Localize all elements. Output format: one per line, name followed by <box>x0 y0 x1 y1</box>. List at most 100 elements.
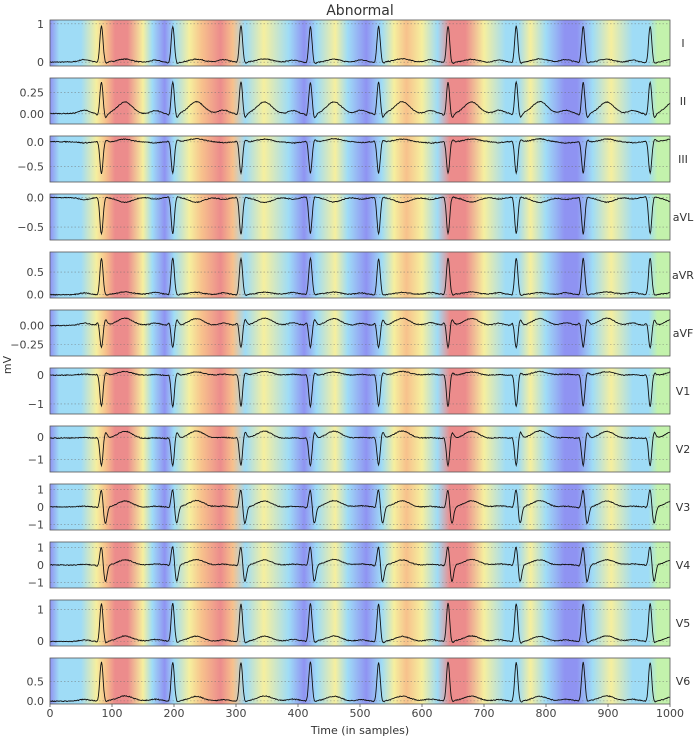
lead-label-v3: V3 <box>676 501 691 514</box>
lead-label-v2: V2 <box>676 443 691 456</box>
y-tick-label: 0 <box>37 501 44 514</box>
panel-frame <box>49 367 671 415</box>
x-axis-title: Time (in samples) <box>310 724 409 737</box>
y-tick-label: −0.5 <box>17 160 44 173</box>
ecg-trace-ii <box>49 80 671 119</box>
panel-frame <box>49 135 671 183</box>
x-tick-label: 500 <box>350 707 371 720</box>
x-tick-label: 0 <box>47 707 54 720</box>
y-tick-label: 0.0 <box>27 192 45 205</box>
y-tick-label: 0.0 <box>27 695 45 708</box>
attribution-heatmap <box>50 20 670 66</box>
lead-label-ii: II <box>680 95 687 108</box>
lead-panel-v5: 0 1 V5 <box>37 599 691 648</box>
x-tick-label: 300 <box>226 707 247 720</box>
y-tick-label: 0.5 <box>27 675 45 688</box>
y-tick-label: 0 <box>37 431 44 444</box>
lead-label-avf: aVF <box>673 327 694 340</box>
y-tick-label: 0 <box>37 635 44 648</box>
attribution-heatmap <box>50 310 670 356</box>
attribution-heatmap <box>50 252 670 298</box>
attribution-heatmap <box>50 78 670 124</box>
panel-frame <box>49 599 671 647</box>
attribution-heatmap <box>50 658 670 704</box>
ecg-trace-v1 <box>50 370 671 409</box>
ecg-trace-v6 <box>49 661 671 703</box>
lead-label-i: I <box>681 37 684 50</box>
y-tick-label: −1 <box>28 577 44 590</box>
lead-panel-iii: −0.5 0.0 III <box>17 135 688 183</box>
x-tick-label: 200 <box>164 707 185 720</box>
y-tick-label: −0.5 <box>17 221 44 234</box>
y-tick-label: 0 <box>37 559 44 572</box>
ecg-trace-v2 <box>49 430 671 468</box>
x-tick-label: 800 <box>536 707 557 720</box>
lead-label-v5: V5 <box>676 617 691 630</box>
y-tick-label: 1 <box>37 604 44 617</box>
ecg-trace-v4 <box>49 545 671 583</box>
y-tick-label: 0.5 <box>27 266 45 279</box>
x-tick-label: 700 <box>474 707 495 720</box>
lead-label-v1: V1 <box>676 385 691 398</box>
lead-panel-ii: 0.00 0.25 II <box>20 77 687 125</box>
lead-panel-avr: 0.0 0.5 aVR <box>27 251 694 301</box>
lead-label-v6: V6 <box>676 675 691 688</box>
panel-frame <box>49 309 671 357</box>
panel-frame <box>49 193 671 241</box>
y-tick-label: 1 <box>37 483 44 496</box>
lead-label-avl: aVL <box>673 211 694 224</box>
lead-panel-v2: −1 0 V2 <box>28 425 691 473</box>
lead-panel-v1: −1 0 V1 <box>28 367 691 415</box>
x-tick-label: 600 <box>412 707 433 720</box>
panel-frame <box>49 77 671 125</box>
ecg-trace-iii <box>49 137 671 176</box>
chart-title: Abnormal <box>326 3 394 19</box>
attribution-heatmap <box>50 484 670 530</box>
attribution-heatmap <box>50 368 670 414</box>
ecg-trace-avr <box>49 256 671 297</box>
y-axis-title: mV <box>1 355 14 374</box>
attribution-heatmap <box>50 600 670 646</box>
y-tick-label: −1 <box>28 454 44 467</box>
lead-panel-avf: −0.25 0.00 aVF <box>10 309 694 357</box>
x-tick-label: 900 <box>598 707 619 720</box>
panel-frame <box>49 251 671 299</box>
x-axis: 0 100 200 300 400 500 600 700 800 900 1000 <box>47 704 684 720</box>
lead-panel-v4: −1 0 1 V4 <box>28 541 690 589</box>
lead-panel-v3: −1 0 1 V3 <box>28 483 690 531</box>
panel-frame <box>49 483 671 531</box>
ecg-trace-avl <box>49 195 671 236</box>
attribution-heatmap <box>50 136 670 182</box>
x-tick-label: 100 <box>102 707 123 720</box>
y-tick-label: 0.0 <box>27 288 45 301</box>
panel-frame <box>49 541 671 589</box>
y-tick-label: 0.00 <box>20 108 45 121</box>
x-tick-label: 400 <box>288 707 309 720</box>
ecg-trace-i <box>49 25 671 65</box>
ecg-trace-v3 <box>49 489 671 525</box>
y-tick-label: 0.25 <box>20 86 45 99</box>
attribution-heatmap <box>50 194 670 240</box>
ecg-trace-avf <box>49 317 671 350</box>
lead-label-iii: III <box>678 153 688 166</box>
lead-label-v4: V4 <box>676 559 691 572</box>
y-tick-label: 0 <box>37 56 44 69</box>
y-tick-label: 0.00 <box>20 319 45 332</box>
lead-panel-avl: −0.5 0.0 aVL <box>17 192 694 241</box>
panel-frame <box>49 425 671 473</box>
y-tick-label: 0 <box>37 369 44 382</box>
y-tick-label: −1 <box>28 519 44 532</box>
lead-panel-i: 0 1 I <box>37 18 685 69</box>
attribution-heatmap <box>50 426 670 472</box>
y-tick-label: 0.0 <box>27 136 45 149</box>
y-tick-label: 1 <box>37 18 44 31</box>
x-tick-label: 1000 <box>656 707 684 720</box>
y-tick-label: 1 <box>37 541 44 554</box>
y-tick-label: −1 <box>28 398 44 411</box>
y-tick-label: −0.25 <box>10 339 44 352</box>
panel-frame <box>49 19 671 67</box>
ecg-trace-v5 <box>49 602 671 644</box>
lead-panel-v6: 0.0 0.5 V6 <box>27 657 691 708</box>
